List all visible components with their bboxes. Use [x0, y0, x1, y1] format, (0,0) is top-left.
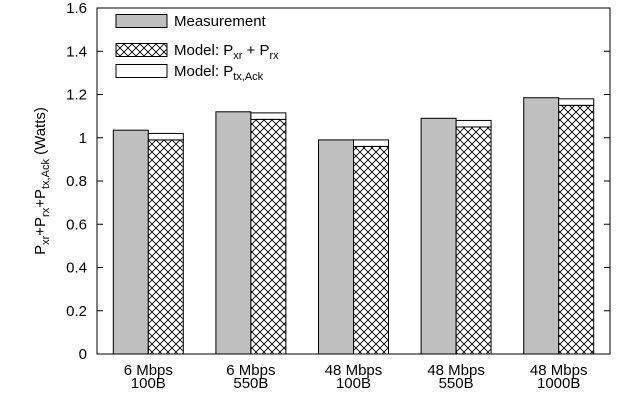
y-tick-label: 1.4	[66, 43, 87, 60]
model-xr-rx-bar	[558, 104, 595, 355]
y-tick-label: 1.2	[66, 87, 87, 104]
y-axis-label: Pxr+Prx+Ptx,Ack (Watts)	[32, 107, 52, 255]
y-tick-label: 0.2	[66, 303, 87, 320]
legend-swatch-measurement	[115, 14, 168, 28]
x-tick-label: 48 Mbps	[427, 362, 485, 379]
model-tx-ack-bar	[558, 98, 595, 106]
x-tick-label: 550B	[233, 375, 268, 392]
measurement-bar	[420, 117, 457, 355]
measurement-bar	[523, 97, 560, 355]
measurement-bar	[112, 129, 149, 355]
legend-label: Measurement	[174, 13, 267, 30]
legend-label: Model: Ptx,Ack	[174, 63, 264, 83]
y-tick-label: 0.8	[66, 173, 87, 190]
model-tx-ack-bar	[353, 139, 389, 147]
bars-layer	[112, 97, 595, 355]
x-tick-label: 48 Mbps	[325, 362, 383, 379]
model-xr-rx-bar	[353, 145, 389, 355]
model-tx-ack-bar	[250, 112, 287, 120]
measurement-bar	[318, 139, 354, 355]
model-xr-rx-bar	[455, 126, 492, 355]
measurement-bar	[215, 111, 252, 355]
legend-swatch-model-xr-rx	[115, 43, 168, 57]
y-tick-label: 1.6	[66, 0, 87, 17]
legend-swatch-model-tx-ack	[115, 64, 168, 78]
y-tick-label: 0	[79, 346, 87, 363]
x-tick-label: 48 Mbps	[530, 362, 588, 379]
model-tx-ack-bar	[147, 132, 184, 141]
x-tick-label: 6 Mbps	[124, 362, 173, 379]
y-tick-label: 0.6	[66, 216, 87, 233]
x-tick-label: 1000B	[537, 375, 580, 392]
x-tick-label: 100B	[336, 375, 371, 392]
model-tx-ack-bar	[455, 119, 492, 128]
y-tick-label: 1	[79, 130, 87, 147]
x-tick-label: 6 Mbps	[226, 362, 275, 379]
x-tick-label: 100B	[131, 375, 166, 392]
model-xr-rx-bar	[147, 139, 184, 355]
legend-label: Model: Pxr + Prx	[174, 42, 279, 62]
x-tick-label: 550B	[439, 375, 474, 392]
y-tick-label: 0.4	[66, 260, 87, 277]
model-xr-rx-bar	[250, 118, 287, 355]
